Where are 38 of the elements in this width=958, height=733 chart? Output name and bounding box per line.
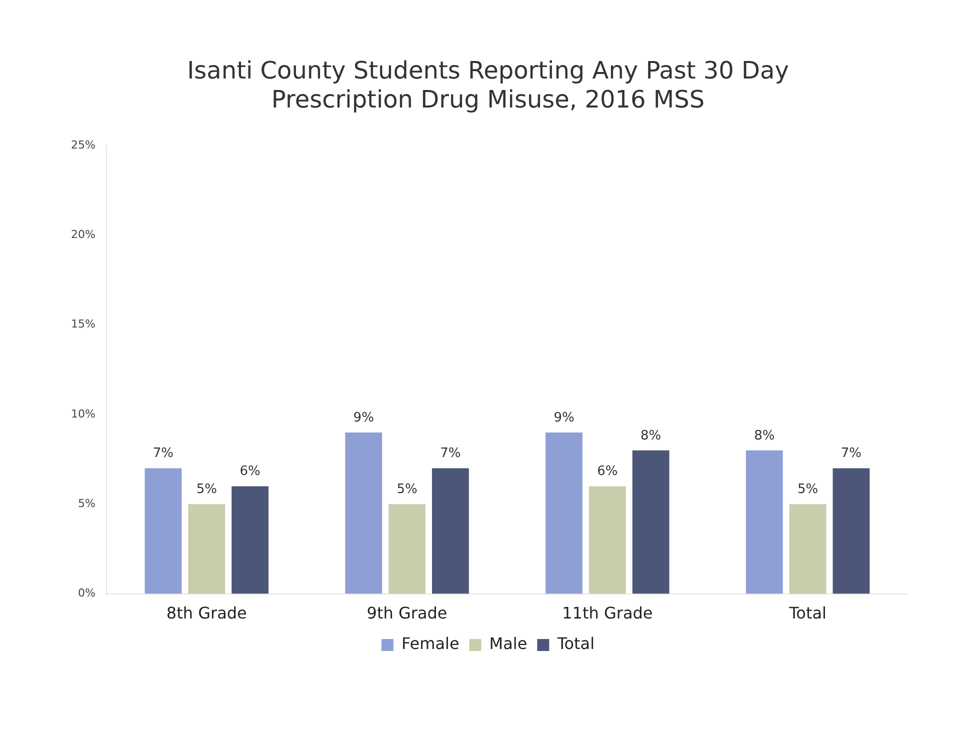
data-label: 9% xyxy=(554,410,574,426)
y-tick-label: 10% xyxy=(70,407,96,420)
y-tick-label: 15% xyxy=(70,318,96,331)
data-label: 7% xyxy=(840,446,862,462)
legend-label: Male xyxy=(489,634,528,654)
bar xyxy=(144,468,182,594)
y-tick-label: 0% xyxy=(78,586,96,600)
data-label: 5% xyxy=(196,482,217,498)
bar xyxy=(632,450,670,594)
data-label: 7% xyxy=(152,446,174,462)
bar xyxy=(832,468,870,594)
x-tick-label: 9th Grade xyxy=(366,604,448,623)
data-label: 9% xyxy=(353,410,374,426)
bar xyxy=(789,504,826,594)
data-label: 7% xyxy=(440,446,461,462)
y-tick-label: 25% xyxy=(70,138,96,152)
bar xyxy=(746,450,783,594)
x-tick-label: Total xyxy=(788,604,826,623)
legend-label: Female xyxy=(401,634,460,654)
bar xyxy=(345,432,382,594)
data-label: 6% xyxy=(597,464,618,480)
data-label: 8% xyxy=(640,428,662,444)
bar xyxy=(432,468,469,594)
bar xyxy=(388,504,426,594)
chart-title: Isanti County Students Reporting Any Past 30 Day Prescription Drug Misuse, 2016 MSS xyxy=(187,56,789,114)
data-label: 6% xyxy=(240,464,260,480)
x-tick-label: 8th Grade xyxy=(166,604,247,623)
y-tick-label: 5% xyxy=(78,497,96,510)
bar xyxy=(588,486,626,594)
data-label: 8% xyxy=(754,428,775,444)
legend-label: Total xyxy=(556,634,595,654)
bar xyxy=(546,432,582,594)
y-tick-label: 20% xyxy=(70,228,96,242)
data-label: 5% xyxy=(797,482,818,498)
data-label: 5% xyxy=(396,482,418,498)
bar xyxy=(188,504,226,594)
x-tick-label: 11th Grade xyxy=(562,604,653,623)
bar xyxy=(232,486,269,594)
